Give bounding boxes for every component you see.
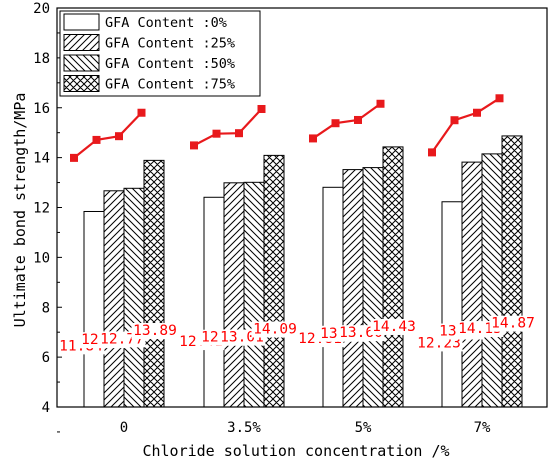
legend-swatch bbox=[63, 13, 100, 31]
data-labels-layer: 11.8412.4112.8112.2312.6712.9913.5213.82… bbox=[57, 315, 537, 355]
legend-label: GFA Content :25% bbox=[105, 36, 235, 52]
trend-marker bbox=[235, 129, 243, 138]
legend: GFA Content :0% GFA Content :25% GFA Conte… bbox=[59, 10, 261, 97]
x-axis-title: Chloride solution concentration /% bbox=[142, 442, 449, 460]
trend-lines-layer bbox=[70, 94, 504, 162]
bar-4-4 bbox=[501, 135, 523, 408]
trend-marker bbox=[495, 94, 504, 103]
bar-2-3 bbox=[342, 169, 364, 408]
bar-2-2 bbox=[223, 182, 245, 408]
data-label-bg bbox=[251, 321, 299, 338]
y-tick-label: 16 bbox=[33, 101, 50, 117]
bar-3-2 bbox=[243, 181, 265, 408]
trend-marker bbox=[309, 134, 317, 143]
data-label-bg bbox=[370, 318, 418, 335]
trend-marker bbox=[212, 129, 221, 138]
y-tick-label: 8 bbox=[42, 300, 50, 316]
bar-3-1 bbox=[123, 187, 145, 408]
legend-label: GFA Content :0% bbox=[105, 15, 227, 31]
bar-2-1 bbox=[103, 190, 125, 408]
trend-marker bbox=[137, 108, 146, 117]
bar-2-4 bbox=[461, 161, 483, 408]
trend-marker bbox=[70, 153, 78, 162]
data-label: 14.87 bbox=[491, 316, 535, 332]
trend-marker bbox=[115, 132, 123, 141]
x-tick-label: 0 bbox=[120, 420, 128, 436]
y-axis-title: Ultimate bond strength/MPa bbox=[11, 93, 29, 328]
y-tick-label: 18 bbox=[33, 51, 50, 67]
y-tick-label: 12 bbox=[33, 201, 50, 217]
x-tick-label: 5% bbox=[355, 420, 372, 436]
trend-marker bbox=[376, 99, 385, 108]
trend-line-3 bbox=[312, 102, 382, 140]
trend-marker bbox=[473, 108, 481, 117]
bar-4-2 bbox=[263, 154, 285, 408]
data-label-bg bbox=[131, 323, 179, 340]
bar-1-1 bbox=[83, 210, 105, 408]
bar-3-4 bbox=[481, 153, 503, 408]
trend-line-2 bbox=[193, 108, 263, 147]
legend-swatch bbox=[63, 54, 100, 72]
bars-layer bbox=[83, 135, 523, 408]
trend-marker bbox=[190, 141, 198, 150]
trend-marker bbox=[92, 135, 101, 144]
legend-label: GFA Content :50% bbox=[105, 56, 235, 72]
data-label: 14.43 bbox=[372, 319, 416, 335]
trend-line-1 bbox=[73, 111, 143, 159]
bar-1-2 bbox=[203, 196, 225, 408]
y-tick-label: 14 bbox=[33, 151, 50, 167]
legend-swatch bbox=[63, 75, 100, 92]
legend-swatch bbox=[63, 34, 100, 51]
x-tick-label: 3.5% bbox=[227, 420, 261, 436]
bar-1-4 bbox=[441, 201, 463, 408]
y-tick-label: 4 bbox=[42, 400, 50, 416]
trend-marker bbox=[428, 148, 436, 157]
bar-3-3 bbox=[362, 167, 384, 408]
y-tick-label: 20 bbox=[33, 1, 50, 17]
trend-line-4 bbox=[431, 97, 501, 154]
trend-marker bbox=[450, 116, 459, 125]
data-label-bg bbox=[489, 315, 537, 332]
data-label: 13.89 bbox=[133, 323, 177, 339]
y-tick-label: 10 bbox=[33, 250, 50, 266]
axes-layer: 4 6 8 10 12 14 16 18 20 0 3.5% 5% 7% bbox=[33, 1, 548, 436]
bar-4-3 bbox=[382, 146, 404, 408]
trend-marker bbox=[257, 104, 266, 113]
bar-1-3 bbox=[322, 186, 344, 408]
x-tick-label: 7% bbox=[474, 420, 491, 436]
legend-label: GFA Content :75% bbox=[105, 77, 235, 93]
trend-marker bbox=[354, 115, 362, 124]
bar-4-1 bbox=[143, 159, 165, 408]
y-tick-label: 6 bbox=[42, 350, 50, 366]
trend-marker bbox=[331, 119, 340, 128]
data-label: 14.09 bbox=[253, 322, 297, 338]
